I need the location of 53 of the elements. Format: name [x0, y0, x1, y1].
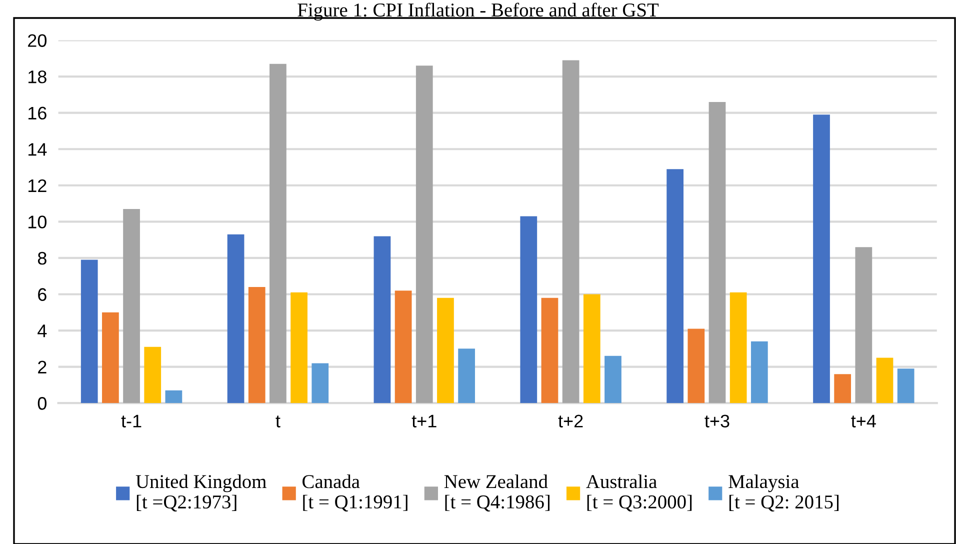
- x-tick-label: t-1: [121, 414, 142, 428]
- legend-label: Malaysia [t = Q2: 2015]: [728, 474, 839, 512]
- bar: [144, 346, 162, 404]
- bar: [374, 236, 391, 404]
- bar: [604, 356, 622, 404]
- legend-label: Australia [t = Q3:2000]: [586, 474, 692, 512]
- bar: [270, 64, 286, 404]
- y-tick-label: 16: [28, 106, 46, 120]
- bar: [248, 286, 266, 404]
- bar: [813, 114, 830, 404]
- y-tick-label: 2: [38, 360, 46, 374]
- bar: [708, 102, 726, 404]
- bar: [730, 292, 747, 404]
- bar: [123, 208, 140, 404]
- bar: [541, 298, 558, 404]
- bar: [165, 390, 182, 404]
- y-tick-label: 20: [28, 34, 46, 47]
- bar: [227, 234, 244, 404]
- legend-label: New Zealand [t = Q4:1986]: [444, 474, 550, 512]
- bar: [897, 368, 914, 404]
- x-tick-label: t+1: [412, 414, 436, 428]
- bar: [290, 292, 308, 404]
- x-tick-label: t+3: [704, 414, 730, 428]
- legend-label: United Kingdom [t =Q2:1973]: [136, 474, 266, 512]
- y-tick-label: 10: [28, 216, 46, 228]
- y-tick-label: 12: [28, 179, 46, 192]
- bar: [666, 169, 684, 404]
- bar: [876, 358, 894, 404]
- bar: [102, 312, 119, 404]
- bar: [458, 348, 475, 404]
- bar: [583, 294, 600, 404]
- y-tick-label: 0: [38, 397, 46, 410]
- y-tick-label: 4: [38, 324, 47, 338]
- bar: [80, 260, 98, 404]
- bar: [312, 363, 329, 404]
- x-tick-label: t+2: [558, 414, 583, 428]
- x-tick-label: t+4: [851, 414, 876, 428]
- y-tick-label: 18: [28, 70, 46, 84]
- bar: [437, 298, 454, 404]
- bar: [750, 341, 768, 404]
- bar: [394, 290, 412, 404]
- bar: [855, 247, 872, 404]
- y-tick-label: 8: [38, 252, 46, 265]
- chart-title: Figure 1: CPI Inflation - Before and after GST: [298, 2, 659, 21]
- bar: [688, 328, 705, 404]
- bar: [834, 374, 852, 404]
- y-tick-label: 14: [28, 143, 47, 156]
- bar: [562, 60, 580, 404]
- x-tick-label: t: [276, 416, 280, 428]
- bar: [416, 66, 433, 404]
- legend-label: Canada [t = Q1:1991]: [302, 474, 408, 512]
- bar: [520, 216, 538, 404]
- y-tick-label: 6: [38, 288, 46, 301]
